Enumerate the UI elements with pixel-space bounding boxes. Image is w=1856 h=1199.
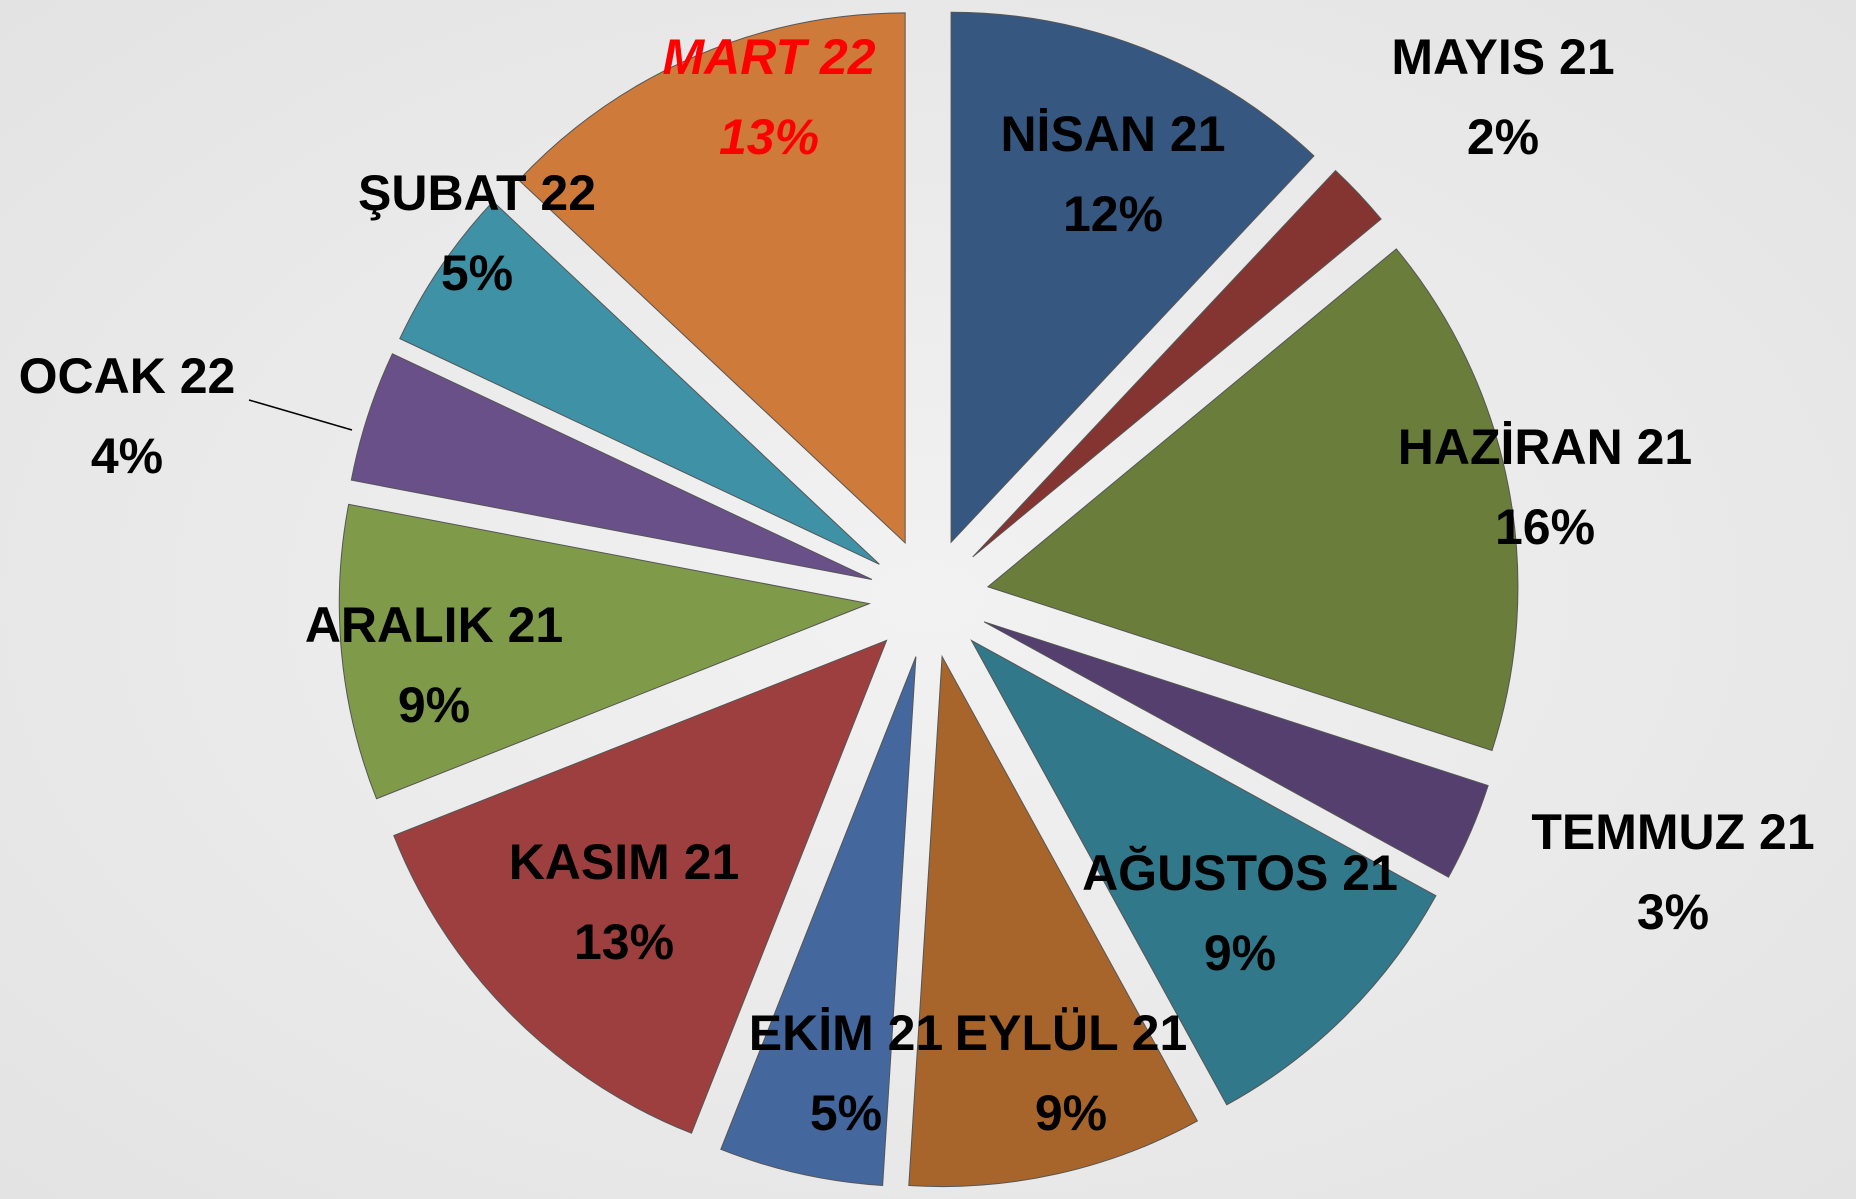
slice-value-label: 2% bbox=[1467, 109, 1539, 165]
pie-slice bbox=[393, 639, 888, 1134]
slice-category-label: ŞUBAT 22 bbox=[358, 165, 596, 221]
slice-value-label: 13% bbox=[574, 914, 674, 970]
pie-slice bbox=[986, 248, 1519, 752]
slice-category-label: ARALIK 21 bbox=[305, 597, 563, 653]
pie-slice bbox=[908, 654, 1199, 1188]
pie-slice bbox=[983, 621, 1489, 878]
slice-category-label: MART 22 bbox=[662, 29, 875, 85]
slice-value-label: 13% bbox=[719, 109, 819, 165]
slice-category-label: MAYIS 21 bbox=[1391, 29, 1614, 85]
slice-value-label: 16% bbox=[1495, 499, 1595, 555]
slice-category-label: NİSAN 21 bbox=[1000, 106, 1225, 162]
slice-category-label: AĞUSTOS 21 bbox=[1082, 845, 1398, 901]
slice-value-label: 9% bbox=[1035, 1085, 1107, 1141]
pie-slice bbox=[338, 503, 872, 800]
slice-value-label: 4% bbox=[91, 428, 163, 484]
slice-category-label: TEMMUZ 21 bbox=[1531, 804, 1814, 860]
pie-slice bbox=[350, 353, 873, 580]
slice-category-label: EYLÜL 21 bbox=[955, 1005, 1188, 1061]
pie-slice bbox=[972, 169, 1382, 558]
slice-category-label: KASIM 21 bbox=[509, 834, 740, 890]
slice-category-label: EKİM 21 bbox=[749, 1005, 944, 1061]
slice-category-label: OCAK 22 bbox=[19, 348, 236, 404]
pie-slice bbox=[399, 200, 880, 565]
slice-value-label: 12% bbox=[1063, 186, 1163, 242]
slice-value-label: 5% bbox=[810, 1085, 882, 1141]
slice-value-label: 9% bbox=[398, 677, 470, 733]
slice-category-label: HAZİRAN 21 bbox=[1398, 419, 1692, 475]
slice-value-label: 5% bbox=[441, 245, 513, 301]
pie-slice bbox=[950, 11, 1315, 544]
pie-slice bbox=[720, 656, 917, 1187]
slice-value-label: 9% bbox=[1204, 925, 1276, 981]
pie-slice bbox=[970, 639, 1437, 1106]
slice-value-label: 3% bbox=[1637, 884, 1709, 940]
pie-slice bbox=[518, 12, 906, 545]
leader-line bbox=[248, 399, 353, 431]
